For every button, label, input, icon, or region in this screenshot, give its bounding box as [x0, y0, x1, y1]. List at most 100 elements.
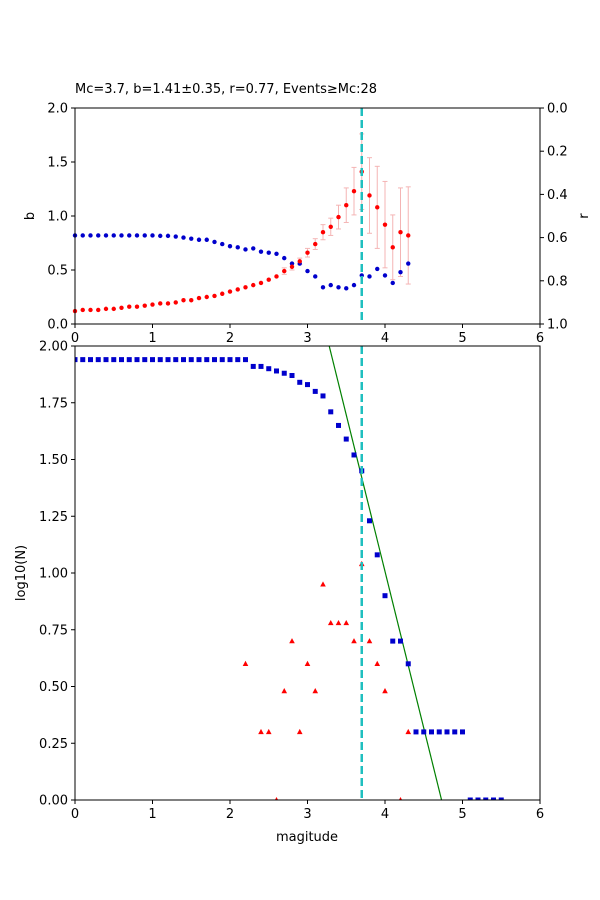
cumulative-point [219, 357, 225, 363]
fit-line [328, 346, 443, 800]
cumulative-point [351, 452, 357, 458]
r-point [111, 233, 116, 238]
r-point [204, 237, 209, 242]
cumulative-point [467, 797, 473, 800]
r-point [390, 280, 395, 286]
bottom-y-ticks: 0.00 0.25 0.50 0.75 1.00 1.25 1.50 1.75 2.00 [39, 340, 75, 809]
right-tick-label: 0.0 [547, 102, 568, 117]
r-point [251, 246, 256, 251]
b-point [103, 306, 109, 312]
r-point [96, 233, 101, 238]
b-point [344, 203, 349, 208]
b-point [406, 233, 411, 238]
r-point [127, 233, 132, 238]
b-point [313, 241, 318, 247]
y-tick-label: 1.00 [39, 567, 68, 582]
incremental-point [374, 660, 381, 666]
cumulative-point [390, 638, 396, 644]
r-point [212, 239, 217, 245]
r-point [282, 255, 287, 261]
bottom-panel: 0 1 2 3 4 5 6 0.00 0.25 0.50 0.75 1.00 1.25 1.50 1.75… [14, 340, 544, 846]
cumulative-point [398, 638, 403, 644]
r-point [227, 244, 233, 249]
cumulative-point [165, 357, 171, 363]
cumulative-point [126, 357, 132, 363]
r-point [344, 286, 349, 291]
b-point [305, 250, 310, 255]
cumulative-point [80, 357, 86, 363]
cumulative-point [204, 357, 210, 363]
r-point [328, 282, 333, 288]
incremental-point [258, 728, 264, 735]
b-point [189, 298, 194, 303]
incremental-point [382, 688, 388, 694]
right-tick-label: 0.2 [547, 145, 568, 160]
cumulative-point [266, 366, 272, 372]
r-point [336, 285, 341, 290]
y-tick-label: 1.5 [47, 156, 68, 171]
r-point [134, 233, 140, 238]
cumulative-point [367, 518, 372, 524]
r-point [289, 261, 295, 266]
incremental-point [242, 660, 249, 666]
b-point [390, 245, 395, 250]
cumulative-point [429, 729, 434, 735]
cumulative-point [336, 422, 341, 428]
b-point [96, 307, 101, 313]
b-point [150, 302, 155, 307]
b-point [220, 291, 225, 296]
top-y-ticks: 0.0 0.5 1.0 1.5 2.0 [47, 102, 75, 333]
r-point [313, 274, 318, 279]
y-tick-label: 0.0 [47, 318, 68, 333]
cumulative-point [382, 593, 388, 599]
b-point [127, 304, 132, 309]
cumulative-point [289, 373, 295, 379]
b-point [204, 294, 209, 300]
top-panel: Mc=3.7, b=1.41±0.35, r=0.77, Events≥Mc:2… [23, 82, 592, 346]
r-point [320, 285, 326, 290]
b-point [235, 287, 240, 292]
cumulative-point [157, 357, 163, 363]
b-point [398, 230, 403, 235]
right-tick-label: 0.6 [547, 231, 568, 246]
r-point [258, 249, 264, 254]
r-point [398, 269, 403, 275]
top-right-ticks: 0.0 0.2 0.4 0.6 0.8 1.0 [540, 102, 568, 333]
cumulative-point [483, 797, 489, 800]
b-point [336, 214, 341, 220]
r-point [189, 236, 194, 241]
b-point [158, 301, 163, 306]
top-plot-area [72, 108, 411, 324]
r-point [119, 233, 124, 238]
incremental-point [304, 660, 311, 666]
cumulative-point [212, 357, 217, 363]
cumulative-point [196, 357, 202, 363]
y-tick-label: 0.00 [39, 794, 68, 809]
right-tick-label: 1.0 [547, 318, 568, 333]
r-point [382, 273, 388, 278]
bottom-x-ticks: 0 1 2 3 4 5 6 [71, 800, 544, 822]
incremental-point [289, 638, 295, 644]
b-point [251, 282, 256, 288]
b-point [134, 304, 140, 309]
incremental-point [351, 638, 357, 644]
top-right-axis-label: r [577, 213, 592, 219]
r-point [406, 261, 411, 266]
y-tick-label: 1.0 [47, 210, 68, 225]
b-point [375, 205, 380, 210]
cumulative-point [413, 729, 419, 735]
y-tick-label: 0.50 [39, 680, 68, 695]
r-point [235, 245, 240, 250]
b-point [119, 305, 124, 310]
top-x-ticks: 0 1 2 3 4 5 6 [71, 324, 544, 346]
cumulative-point [312, 388, 318, 394]
x-tick-label: 4 [381, 807, 389, 822]
y-tick-label: 1.25 [39, 510, 68, 525]
cumulative-point [250, 363, 256, 369]
cumulative-point [181, 357, 186, 363]
bottom-axes-frame [74, 345, 541, 801]
x-tick-label: 1 [148, 331, 156, 346]
right-tick-label: 0.8 [547, 274, 568, 289]
cumulative-point [235, 357, 241, 363]
